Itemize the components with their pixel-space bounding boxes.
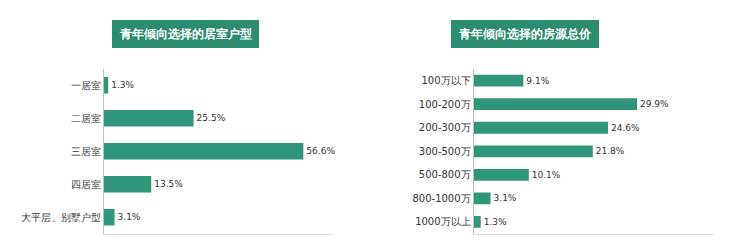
- svg-text:1.3%: 1.3%: [484, 217, 507, 227]
- svg-text:200-300万: 200-300万: [419, 122, 471, 133]
- svg-text:24.6%: 24.6%: [611, 123, 640, 133]
- svg-text:800-1000万: 800-1000万: [412, 193, 470, 204]
- svg-text:青年倾向选择的居室户型: 青年倾向选择的居室户型: [119, 27, 252, 41]
- svg-text:56.6%: 56.6%: [306, 146, 335, 156]
- svg-text:10.1%: 10.1%: [532, 170, 561, 180]
- svg-text:100-200万: 100-200万: [419, 99, 471, 110]
- svg-text:21.8%: 21.8%: [596, 146, 625, 156]
- svg-text:300-500万: 300-500万: [419, 146, 471, 157]
- svg-text:青年倾向选择的房源总价: 青年倾向选择的房源总价: [458, 27, 592, 41]
- svg-text:二居室: 二居室: [71, 113, 101, 124]
- svg-text:500-800万: 500-800万: [419, 169, 471, 180]
- svg-text:大平层、别墅户型: 大平层、别墅户型: [21, 212, 101, 223]
- svg-text:1000万以上: 1000万以上: [415, 216, 470, 227]
- svg-text:25.5%: 25.5%: [197, 113, 226, 123]
- svg-text:13.5%: 13.5%: [154, 179, 183, 189]
- svg-text:三居室: 三居室: [71, 146, 101, 157]
- svg-text:3.1%: 3.1%: [494, 193, 517, 203]
- svg-text:四居室: 四居室: [71, 179, 101, 190]
- svg-text:29.9%: 29.9%: [640, 99, 669, 109]
- svg-text:1.3%: 1.3%: [111, 80, 134, 90]
- svg-text:100万以下: 100万以下: [422, 75, 471, 86]
- svg-text:9.1%: 9.1%: [526, 76, 549, 86]
- svg-text:一居室: 一居室: [71, 80, 101, 91]
- svg-text:3.1%: 3.1%: [118, 212, 141, 222]
